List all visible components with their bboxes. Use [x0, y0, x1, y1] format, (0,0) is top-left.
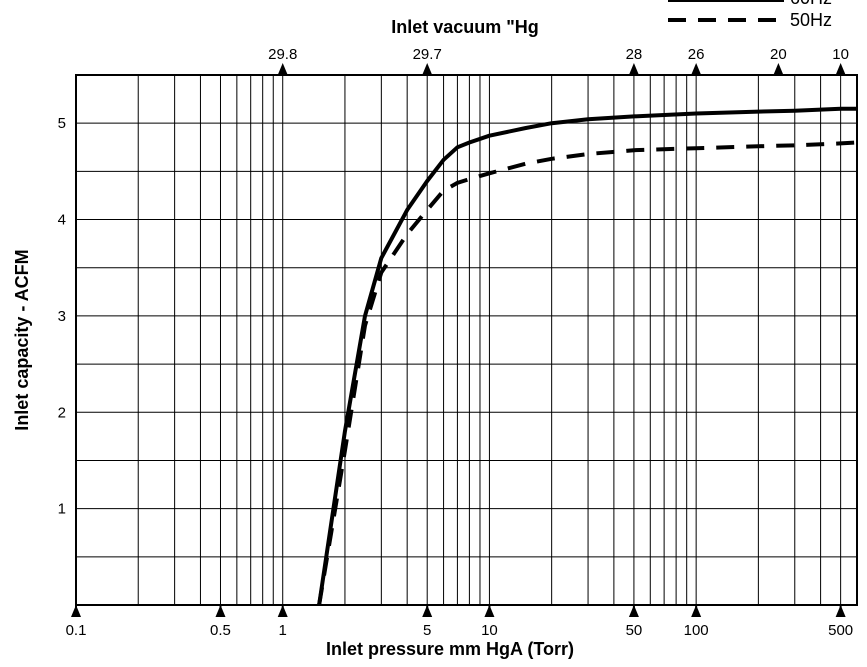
y-tick-label: 3	[58, 308, 66, 325]
x-tick-label: 5	[423, 622, 431, 639]
x-tick-label: 0.1	[66, 622, 87, 639]
marker-layer	[71, 63, 846, 617]
top-tick-marker	[628, 63, 639, 75]
y-axis-title: Inlet capacity - ACFM	[12, 249, 32, 430]
series-line-50hz	[317, 140, 858, 606]
y-tick-label: 5	[58, 115, 66, 132]
top-tick-marker	[835, 63, 846, 75]
label-layer: 0.1 0.5 1 5 10 50 100 500 29.8 29.7 28 26 20 10 1 2 3 4 5	[58, 46, 853, 639]
x-top-axis-title: Inlet vacuum "Hg	[391, 17, 539, 37]
x-tick-label: 0.5	[210, 622, 231, 639]
top-tick-marker	[277, 63, 288, 75]
legend-label-60hz: 60Hz	[790, 0, 832, 8]
x-tick-label: 1	[279, 622, 287, 639]
top-tick-label: 29.7	[413, 46, 442, 63]
x-axis-title: Inlet pressure mm HgA (Torr)	[326, 639, 574, 659]
grid-layer	[76, 75, 857, 605]
top-tick-label: 20	[770, 46, 787, 63]
x-tick-label: 500	[828, 622, 853, 639]
y-tick-label: 2	[58, 404, 66, 421]
series-layer	[317, 106, 858, 606]
x-tick-label: 50	[626, 622, 643, 639]
y-tick-label: 1	[58, 501, 66, 518]
top-tick-label: 10	[832, 46, 849, 63]
top-tick-marker	[773, 63, 784, 75]
series-line-60hz	[317, 106, 857, 606]
top-tick-marker	[691, 63, 702, 75]
y-tick-label: 4	[58, 212, 66, 229]
x-tick-label: 10	[481, 622, 498, 639]
top-tick-label: 26	[688, 46, 705, 63]
plot-frame	[75, 74, 858, 606]
legend-label-50hz: 50Hz	[790, 10, 832, 30]
x-tick-label: 100	[684, 622, 709, 639]
top-tick-marker	[422, 63, 433, 75]
legend: 60Hz 50Hz	[668, 0, 832, 30]
top-tick-label: 28	[626, 46, 643, 63]
top-tick-label: 29.8	[268, 46, 297, 63]
